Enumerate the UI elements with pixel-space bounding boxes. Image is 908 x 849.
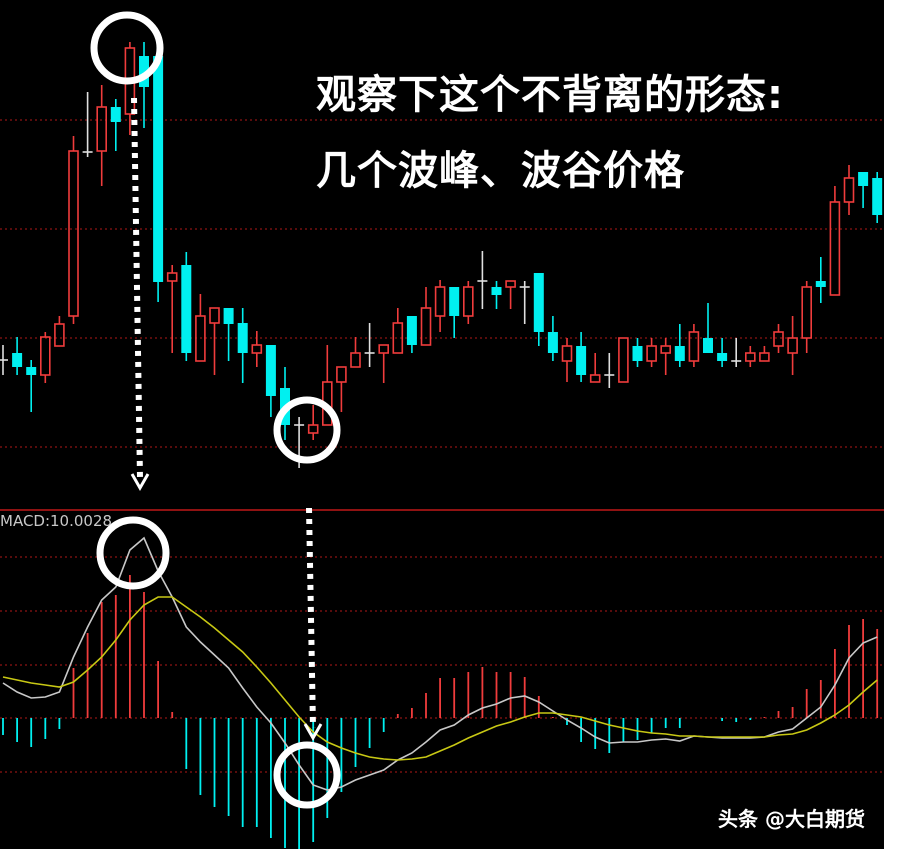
candle-down [26, 367, 37, 375]
candle-down [858, 172, 869, 186]
candle-up [801, 286, 813, 339]
candle-up [420, 307, 432, 346]
candle-up [251, 344, 263, 354]
candle-down [632, 346, 643, 361]
candle-up [829, 201, 841, 296]
macd-dea-line [2, 596, 878, 761]
candle-up [618, 337, 629, 383]
candle-down [872, 178, 883, 215]
candle-down [547, 332, 558, 353]
candle-down [265, 345, 276, 396]
candle-up [505, 280, 516, 288]
candle-down [717, 353, 728, 361]
candle-up [166, 272, 178, 282]
macd-dif-line [2, 536, 878, 791]
candle-down [237, 323, 248, 353]
candle-up [759, 352, 770, 362]
arrow-down-1-dots [131, 97, 143, 479]
annotation-line-1: 观察下这个不背离的形态: [316, 72, 784, 118]
candlestick-macd-chart [0, 0, 884, 849]
peak-macd-circle [96, 516, 170, 590]
candle-down [139, 56, 149, 87]
macd-histogram [2, 575, 879, 849]
peak-price-circle [90, 11, 164, 85]
macd-lines [2, 536, 878, 791]
trough-price-circle [273, 396, 341, 464]
annotation-overlay [90, 11, 341, 809]
candle-up [307, 424, 319, 434]
candle-up [660, 345, 672, 354]
arrow-down-2-head-icon [303, 723, 323, 742]
candle-up [773, 331, 784, 347]
candle-up [561, 345, 573, 362]
watermark: 头条 @大白期货 [718, 807, 865, 831]
grid-lines [0, 119, 884, 773]
candle-down [491, 287, 502, 295]
candle-up [787, 337, 798, 354]
candle-down [703, 338, 713, 353]
candle-down [533, 273, 544, 332]
candle-down [181, 265, 192, 353]
candle-up [378, 344, 390, 354]
candle-up [350, 352, 361, 368]
annotation-line-2: 几个波峰、波谷价格 [316, 148, 685, 194]
candle-up [392, 322, 404, 354]
candle-up [646, 345, 657, 362]
candle-up [688, 331, 700, 362]
arrow-down-1-head-icon [130, 473, 150, 492]
candle-up [462, 286, 474, 317]
candle-down [815, 281, 826, 287]
candle-up [434, 286, 446, 317]
macd-label: MACD:10.0028 [0, 512, 113, 530]
candle-up [68, 150, 79, 317]
candle-up [96, 106, 107, 152]
candle-up [589, 374, 601, 383]
candle-up [336, 366, 347, 383]
candle-down [576, 346, 587, 375]
candles [0, 42, 883, 468]
candle-up [209, 307, 220, 324]
candle-up [744, 352, 756, 362]
candle-down [449, 287, 460, 316]
candle-up [54, 323, 65, 347]
candle-down [223, 308, 234, 324]
trough-macd-circle [273, 741, 341, 809]
candle-down [110, 107, 121, 122]
candle-down [674, 346, 685, 361]
candle-up [843, 177, 855, 203]
arrow-down-2-dots [306, 507, 316, 729]
candle-up [195, 315, 206, 362]
candle-up [39, 336, 51, 376]
candle-down [153, 56, 164, 282]
candle-down [406, 316, 417, 345]
candle-down [12, 353, 23, 367]
